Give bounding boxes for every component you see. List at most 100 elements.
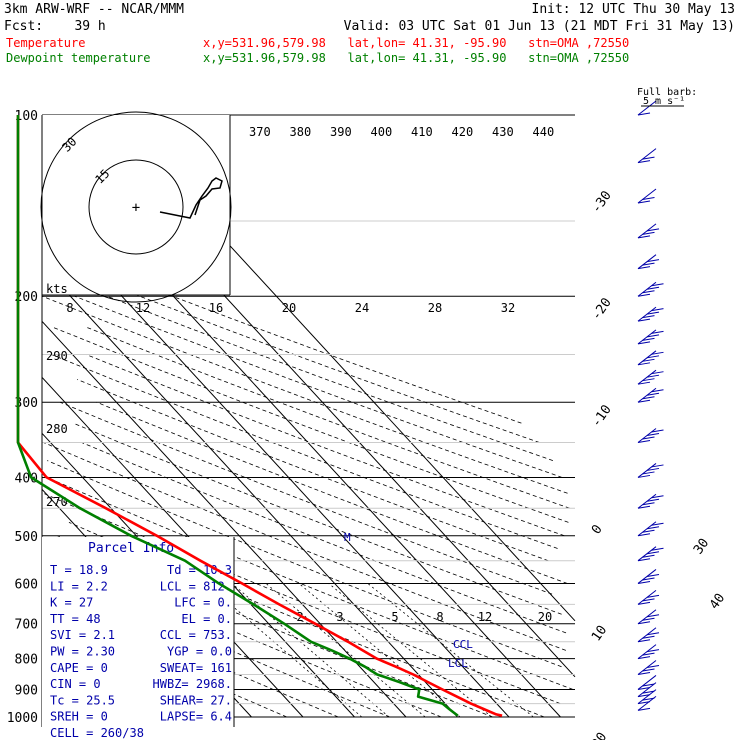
valid-time: Valid: 03 UTC Sat 01 Jun 13 (21 MDT Fri … [344, 19, 735, 34]
mixing-ratio-line [231, 583, 390, 718]
parcel-info-left-value: LI = 2.2 [50, 579, 108, 593]
hodo-speed-tick-label: 24 [355, 301, 369, 315]
mixing-ratio-line [298, 583, 461, 718]
theta-e-tick-label: 410 [411, 125, 433, 139]
parcel-info-left-value: Tc = 25.5 [50, 693, 115, 707]
dewpoint-station-info: x,y=531.96,579.98 lat,lon= 41.31, -95.90… [203, 51, 629, 65]
wind-barb-flag [637, 200, 651, 204]
wind-barb-flag [642, 231, 655, 235]
wind-barb-flag [642, 635, 655, 639]
wind-barb-flag [651, 547, 664, 551]
wind-barb-staff [637, 682, 657, 698]
hodograph-center-marker: + [132, 200, 140, 216]
wind-barb-flag [637, 362, 651, 366]
dry-adiabat-line [43, 548, 442, 718]
wind-barb-flag [637, 399, 651, 403]
wind-barb-flag [642, 290, 655, 294]
dry-adiabat-line [52, 326, 569, 523]
wind-barb-flag [642, 436, 655, 440]
wind-barb-flag [651, 308, 664, 312]
pressure-tick-label: 800 [15, 653, 38, 668]
wind-barb-flag [646, 392, 660, 396]
hodo-speed-tick-label: 20 [282, 301, 296, 315]
wind-barb-flag [637, 707, 651, 711]
wind-barb-flag [637, 621, 651, 625]
dry-adiabat-line [50, 260, 540, 443]
parcel-info-left-value: K = 27 [50, 596, 93, 610]
parcel-info-right-value: CCL = 753. [160, 628, 232, 642]
isotherm-tick-label: 20 [589, 730, 610, 740]
theta-e-tick-label: 440 [533, 125, 555, 139]
wind-barb-flag [651, 330, 664, 334]
model-title: 3km ARW-WRF -- NCAR/MMM [4, 2, 184, 17]
legend-temperature-label: Temperature [6, 36, 85, 50]
wind-barb-staff [637, 675, 657, 690]
dry-adiabat-line [81, 442, 567, 634]
dry-adiabat-line [51, 354, 558, 549]
barb-legend-line2: 5 m s⁻¹ [643, 96, 685, 107]
hodograph-ring-outer [40, 111, 232, 303]
hodo-speed-tick-label: 16 [209, 301, 223, 315]
wind-barb-staff [637, 689, 657, 704]
wind-barb-flag [646, 467, 660, 471]
pressure-tick-label: 600 [15, 577, 38, 592]
parcel-info-right-value: LFC = 0. [174, 596, 232, 610]
parcel-info-left-value: CAPE = 0 [50, 661, 108, 675]
pressure-tick-label: 400 [15, 471, 38, 486]
wind-barb-flag [642, 683, 655, 687]
parcel-info-right-value: YGP = 0.0 [167, 645, 232, 659]
wind-barb-flag [646, 286, 660, 290]
wind-barb-flag [651, 351, 664, 355]
mixing-ratio-lines [205, 583, 534, 718]
isotherm-line [41, 321, 407, 718]
parcel-info-background [42, 537, 234, 727]
hodo-speed-tick-label: 32 [501, 301, 515, 315]
isotherm-tick-label: 10 [589, 623, 610, 644]
wind-barb-flag [637, 160, 651, 164]
wind-barb-flag [651, 429, 664, 433]
parcel-info-left-value: T = 18.9 [50, 563, 108, 577]
theta-e-tick-label: 390 [330, 125, 352, 139]
parcel-info-right-value: LAPSE= 6.4 [160, 710, 232, 724]
theta-e-tick-label: 420 [452, 125, 474, 139]
dry-adiabat-line [86, 354, 565, 537]
parcel-info-left-value: CIN = 0 [50, 677, 101, 691]
theta-e-tick-label: 430 [492, 125, 514, 139]
parcel-info-panel: Parcel Info T = 18.9 Td = 10.3LI = 2.2 LCL… [42, 537, 235, 740]
wind-barb-flag [642, 668, 655, 672]
wind-barb-flag [637, 474, 651, 478]
parcel-level-marks: CCL LCL M [344, 531, 473, 670]
hodo-speed-tick-label: 28 [428, 301, 442, 315]
pressure-tick-label: 500 [15, 530, 38, 545]
wind-barb-flag [642, 396, 655, 400]
hodo-speed-tick-label: 8 [66, 301, 73, 315]
dry-adiabat-line [43, 442, 567, 651]
wind-barb-flag [646, 433, 660, 437]
isotherm-tick-label: -20 [589, 295, 615, 323]
wind-barb-flag [642, 577, 655, 581]
parcel-info-left-value: PW = 2.30 [50, 645, 115, 659]
wind-barb-flag [646, 632, 660, 636]
dry-adiabat-line [74, 295, 563, 478]
mixing-ratio-tick-label: 5 [391, 610, 398, 624]
header: 3km ARW-WRF -- NCAR/MMM Fcst: 39 h Init:… [4, 2, 735, 107]
wind-barb-flag [637, 440, 651, 444]
pressure-tick-label: 300 [15, 396, 38, 411]
parcel-info-left-value: TT = 48 [50, 612, 101, 626]
isotherm-tick-label: 0 [589, 522, 606, 537]
dry-adiabat-line [107, 295, 554, 461]
dry-adiabat-line [59, 401, 553, 595]
wind-barb-flag [642, 529, 655, 533]
wind-barb-flag [646, 573, 660, 577]
parcel-info-left-value: SREH = 0 [50, 710, 108, 724]
isotherm-tick-label: 30 [691, 536, 712, 557]
mixing-ratio-tick-label: 8 [436, 610, 443, 624]
wind-barb-staff [637, 148, 657, 164]
wind-barb-flag [637, 293, 651, 297]
parcel-info-right-value: HWBZ= 2968. [153, 677, 232, 691]
wind-barb-flag [642, 337, 655, 341]
dewpoint-trace [16, 115, 459, 717]
wind-barb-flag [637, 601, 651, 605]
wind-barb-flag [642, 378, 655, 382]
